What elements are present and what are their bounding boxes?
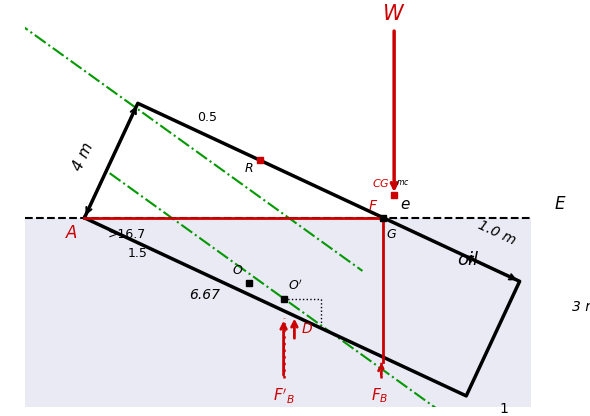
Text: 1: 1 xyxy=(500,401,509,416)
Text: $F$: $F$ xyxy=(368,199,378,213)
Text: $G$: $G$ xyxy=(386,228,396,241)
Text: 1.0 m: 1.0 m xyxy=(476,218,517,248)
Text: oil: oil xyxy=(457,251,478,269)
Text: 1.5: 1.5 xyxy=(128,247,148,260)
Text: $W$: $W$ xyxy=(382,4,406,24)
Text: $F'_B$: $F'_B$ xyxy=(273,386,294,406)
Text: 0.5: 0.5 xyxy=(197,111,217,124)
Text: $A$: $A$ xyxy=(65,224,78,242)
Text: $R$: $R$ xyxy=(244,162,254,176)
Text: $F_B$: $F_B$ xyxy=(371,386,388,405)
Text: $e$: $e$ xyxy=(401,197,411,212)
Text: 3 m: 3 m xyxy=(572,300,590,314)
Text: 4 m: 4 m xyxy=(70,140,96,173)
Text: $E$: $E$ xyxy=(554,195,567,213)
Text: $D$: $D$ xyxy=(301,322,313,336)
Text: >16.7: >16.7 xyxy=(107,228,146,241)
Bar xyxy=(25,7,531,218)
Text: $CG$: $CG$ xyxy=(372,177,390,188)
Text: 6.67: 6.67 xyxy=(189,288,221,302)
Text: $^{mc}$: $^{mc}$ xyxy=(396,178,410,188)
Bar xyxy=(25,218,531,407)
Text: $O'$: $O'$ xyxy=(288,278,303,293)
Text: $O$: $O$ xyxy=(231,264,243,277)
